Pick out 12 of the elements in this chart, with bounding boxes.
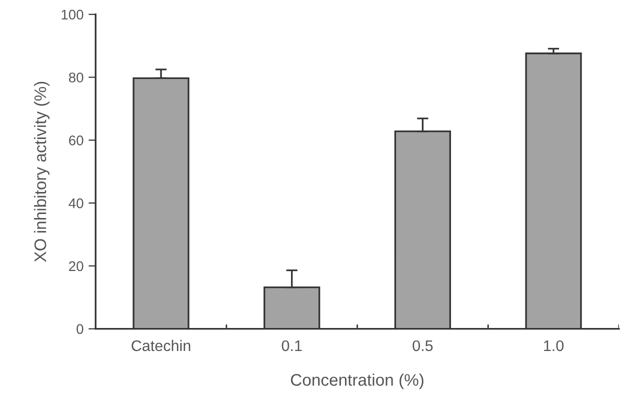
y-tick-label: 80: [68, 72, 84, 82]
y-tick-label: 60: [69, 135, 84, 146]
x-tick-label: Catechin: [132, 340, 190, 352]
x-tick-label: 0.5: [412, 340, 433, 352]
y-tick-label: 100: [62, 10, 84, 20]
y-axis-title: XO inhibitory activity (%): [34, 82, 50, 262]
y-tick-label: 40: [68, 198, 84, 208]
x-tick-label: 1.0: [544, 340, 564, 352]
y-tick-label: 20: [69, 261, 84, 272]
x-tick-label: 0.1: [282, 340, 302, 352]
y-tick-label: 0: [76, 324, 84, 334]
x-axis-title: Concentration (%): [290, 374, 424, 390]
